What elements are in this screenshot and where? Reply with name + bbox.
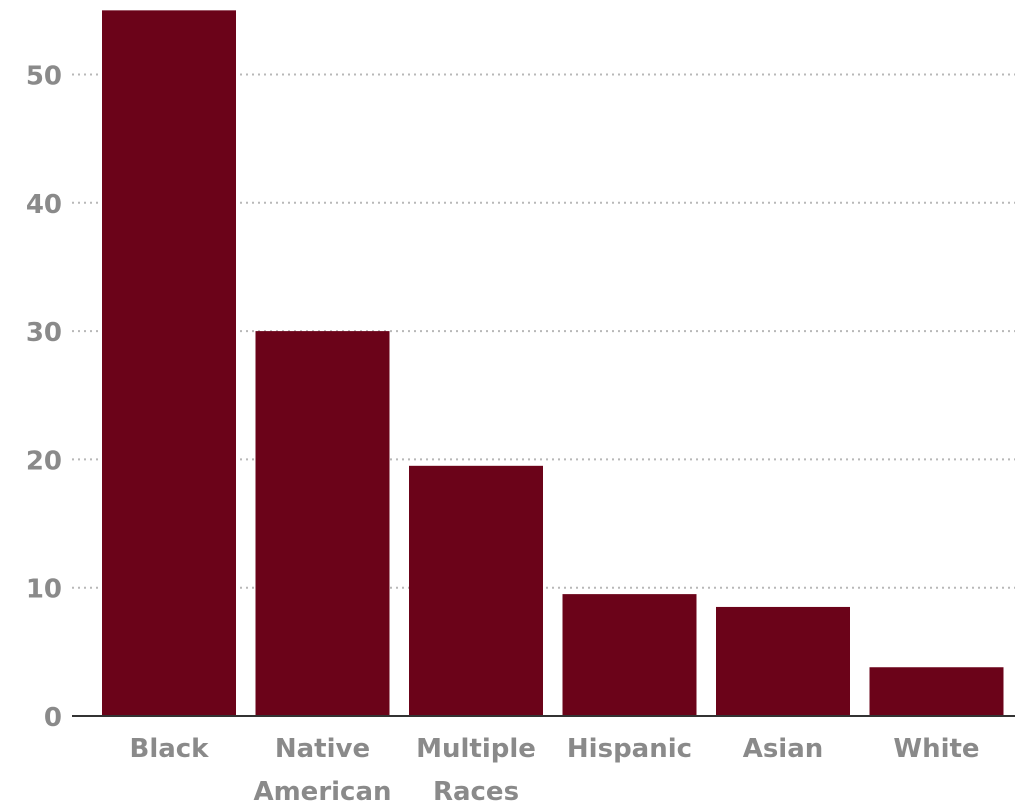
y-tick-label: 50 xyxy=(26,62,62,92)
bar xyxy=(409,465,543,716)
x-category-label-line: Black xyxy=(130,734,210,764)
x-category-label: Black xyxy=(130,734,210,764)
x-category-label-line: Hispanic xyxy=(567,734,692,764)
x-category-label: Hispanic xyxy=(567,734,692,764)
y-tick-label: 20 xyxy=(26,446,62,476)
x-category-label-line: Native xyxy=(275,734,370,764)
x-category-label-line: American xyxy=(253,777,391,807)
y-tick-labels: 0 10 20 30 40 50 xyxy=(26,62,62,734)
bars xyxy=(102,10,1004,717)
y-tick-label: 10 xyxy=(26,575,62,605)
bar xyxy=(102,10,236,717)
x-category-label-line: Multiple xyxy=(416,734,536,764)
y-tick-label: 0 xyxy=(44,703,62,733)
x-category-label: Asian xyxy=(743,734,824,764)
bar xyxy=(562,594,697,716)
bar xyxy=(716,606,850,716)
bar xyxy=(869,667,1004,716)
y-tick-label: 40 xyxy=(26,190,62,220)
x-category-labels: Black Native American Multiple Races Hispanic… xyxy=(130,734,980,807)
y-tick-label: 30 xyxy=(26,318,62,348)
x-category-label: Native American xyxy=(253,734,391,807)
x-category-label: White xyxy=(893,734,979,764)
bar xyxy=(255,331,390,716)
x-category-label: Multiple Races xyxy=(416,734,536,807)
x-category-label-line: Asian xyxy=(743,734,824,764)
x-category-label-line: White xyxy=(893,734,979,764)
x-category-label-line: Races xyxy=(433,777,519,807)
